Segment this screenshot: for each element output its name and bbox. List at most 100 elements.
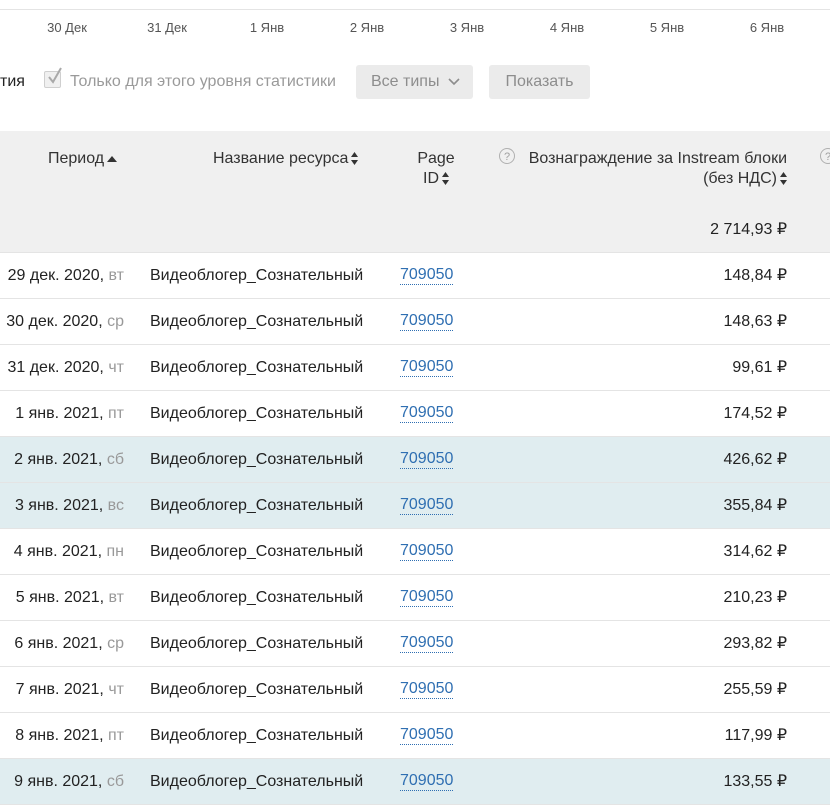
row-date-text: 31 дек. 2020, <box>7 359 104 376</box>
row-date: 2 янв. 2021, сб <box>14 450 124 470</box>
column-header-page-id-line1: Page <box>417 150 455 167</box>
row-weekday: пт <box>108 405 124 422</box>
row-date: 9 янв. 2021, сб <box>14 772 124 792</box>
only-level-label[interactable]: Только для этого уровня статистики <box>70 73 336 90</box>
row-page-id-link[interactable]: 709050 <box>400 634 454 653</box>
row-date-text: 6 янв. 2021, <box>14 635 103 652</box>
row-page-id-link[interactable]: 709050 <box>400 588 454 607</box>
only-level-checkbox[interactable] <box>44 67 62 88</box>
table-row: 29 дек. 2020, вт Видеоблогер_Сознательный… <box>0 253 830 299</box>
row-date: 29 дек. 2020, вт <box>8 266 124 286</box>
row-date: 6 янв. 2021, ср <box>14 634 124 654</box>
row-page-id-link[interactable]: 709050 <box>400 358 454 377</box>
help-icon[interactable]: ? <box>499 148 515 164</box>
row-resource-name: Видеоблогер_Сознательный <box>150 313 364 330</box>
table-row: 4 янв. 2021, пн Видеоблогер_Сознательный 7… <box>0 529 830 575</box>
help-icon[interactable]: ? <box>820 148 830 164</box>
show-button[interactable]: Показать <box>489 65 590 99</box>
row-date: 4 янв. 2021, пн <box>14 542 124 562</box>
row-page-id-link[interactable]: 709050 <box>400 680 454 699</box>
row-weekday: сб <box>106 451 124 468</box>
row-page-id-link[interactable]: 709050 <box>400 726 454 745</box>
row-date-text: 8 янв. 2021, <box>15 727 104 744</box>
row-date: 31 дек. 2020, чт <box>7 358 124 378</box>
row-date-text: 1 янв. 2021, <box>15 405 104 422</box>
row-reward-value: 255,59 ₽ <box>723 681 787 698</box>
row-weekday: вс <box>107 497 124 514</box>
column-header-page-id-line2: ID <box>423 170 439 187</box>
row-weekday: вт <box>108 267 124 284</box>
sort-both-icon <box>351 152 359 166</box>
row-reward-value: 314,62 ₽ <box>723 543 787 560</box>
column-header-period-label: Период <box>48 150 105 167</box>
table-header: Период Название ресурса Page ID ? Вознаг… <box>0 131 830 206</box>
row-page-id-link[interactable]: 709050 <box>400 542 454 561</box>
column-header-page-id[interactable]: Page ID <box>416 149 456 189</box>
filters-bar: тия Только для этого уровня статистики В… <box>0 64 830 100</box>
column-header-resource-label: Название ресурса <box>213 150 349 167</box>
sort-both-icon <box>780 172 787 186</box>
row-reward-value: 148,84 ₽ <box>723 267 787 284</box>
axis-tick-label: 30 Дек <box>47 20 87 35</box>
table-row: 30 дек. 2020, ср Видеоблогер_Сознательный… <box>0 299 830 345</box>
row-page-id-link[interactable]: 709050 <box>400 772 454 791</box>
total-row: 2 714,93 ₽ <box>0 205 830 253</box>
row-reward-value: 99,61 ₽ <box>732 359 787 376</box>
row-resource-name: Видеоблогер_Сознательный <box>150 589 364 606</box>
row-weekday: чт <box>108 359 124 376</box>
axis-line <box>0 9 830 10</box>
row-date-text: 9 янв. 2021, <box>14 773 103 790</box>
table-row: 5 янв. 2021, вт Видеоблогер_Сознательный 7… <box>0 575 830 621</box>
row-weekday: пт <box>108 727 124 744</box>
row-reward-value: 426,62 ₽ <box>723 451 787 468</box>
row-page-id-link[interactable]: 709050 <box>400 450 454 469</box>
row-weekday: чт <box>108 681 124 698</box>
row-resource-name: Видеоблогер_Сознательный <box>150 773 364 790</box>
table-row: 2 янв. 2021, сб Видеоблогер_Сознательный 7… <box>0 437 830 483</box>
truncated-label: тия <box>0 73 25 90</box>
row-date: 30 дек. 2020, ср <box>6 312 124 332</box>
axis-tick-label: 6 Янв <box>749 20 785 35</box>
row-resource-name: Видеоблогер_Сознательный <box>150 497 364 514</box>
axis-tick-label: 2 Янв <box>349 20 385 35</box>
row-weekday: ср <box>107 313 124 330</box>
axis-tick-label: 31 Дек <box>147 20 187 35</box>
row-date-text: 7 янв. 2021, <box>15 681 104 698</box>
table-row: 8 янв. 2021, пт Видеоблогер_Сознательный 7… <box>0 713 830 759</box>
column-header-resource[interactable]: Название ресурса <box>213 149 359 169</box>
column-header-reward[interactable]: Вознаграждение за Instream блоки (без НД… <box>529 149 787 189</box>
row-date: 1 янв. 2021, пт <box>15 404 124 424</box>
row-page-id-link[interactable]: 709050 <box>400 496 454 515</box>
row-date: 5 янв. 2021, вт <box>16 588 124 608</box>
row-resource-name: Видеоблогер_Сознательный <box>150 359 364 376</box>
axis-tick-label: 1 Янв <box>249 20 285 35</box>
row-page-id-link[interactable]: 709050 <box>400 312 454 331</box>
row-reward-value: 117,99 ₽ <box>724 727 787 744</box>
row-date-text: 2 янв. 2021, <box>14 451 103 468</box>
row-weekday: сб <box>106 773 124 790</box>
column-header-reward-line1: Вознаграждение за Instream блоки <box>528 150 787 167</box>
row-resource-name: Видеоблогер_Сознательный <box>150 727 364 744</box>
axis-tick-label: 5 Янв <box>649 20 685 35</box>
sort-ascending-icon <box>107 155 118 162</box>
row-reward-value: 148,63 ₽ <box>723 313 787 330</box>
column-header-period[interactable]: Период <box>48 149 118 169</box>
all-types-label: Все типы <box>371 73 440 90</box>
row-resource-name: Видеоблогер_Сознательный <box>150 681 364 698</box>
chevron-down-icon <box>448 78 460 86</box>
row-page-id-link[interactable]: 709050 <box>400 266 454 285</box>
row-date: 3 янв. 2021, вс <box>15 496 124 516</box>
row-date-text: 4 янв. 2021, <box>13 543 103 560</box>
row-date-text: 5 янв. 2021, <box>15 589 105 606</box>
checkmark-icon <box>48 67 62 84</box>
row-reward-value: 210,23 ₽ <box>723 589 787 606</box>
row-date-text: 3 янв. 2021, <box>14 497 104 514</box>
all-types-dropdown[interactable]: Все типы <box>356 65 473 99</box>
row-date: 8 янв. 2021, пт <box>15 726 124 746</box>
row-resource-name: Видеоблогер_Сознательный <box>150 267 364 284</box>
row-weekday: ср <box>107 635 124 652</box>
row-resource-name: Видеоблогер_Сознательный <box>150 405 364 422</box>
table-row: 6 янв. 2021, ср Видеоблогер_Сознательный 7… <box>0 621 830 667</box>
row-page-id-link[interactable]: 709050 <box>400 404 454 423</box>
table-row: 31 дек. 2020, чт Видеоблогер_Сознательный… <box>0 345 830 391</box>
